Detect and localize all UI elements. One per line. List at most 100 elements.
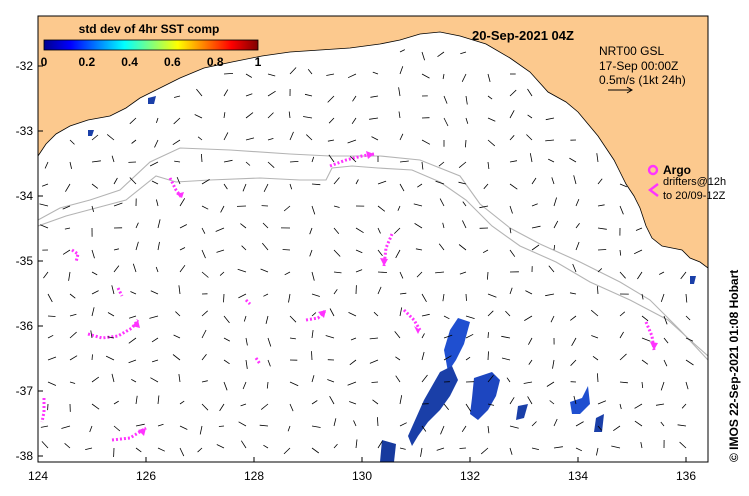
current-vector <box>597 204 605 207</box>
colorbar-tick-label: 0 <box>41 55 48 69</box>
colorbar-tick-label: 1 <box>255 55 262 69</box>
current-vector <box>220 205 225 213</box>
current-vector <box>150 290 159 295</box>
current-vector <box>328 154 335 163</box>
current-vector <box>61 425 71 429</box>
current-vector <box>660 381 665 391</box>
current-vector <box>105 355 115 361</box>
current-vector <box>637 271 643 280</box>
current-vector <box>377 205 386 212</box>
current-vector <box>575 421 584 427</box>
current-vector <box>91 403 100 410</box>
current-vector <box>40 224 49 229</box>
current-vector <box>438 161 445 167</box>
current-vector <box>619 403 622 410</box>
current-vector <box>223 159 233 163</box>
argo-legend: Argo drifters@12h to 20/09-12Z <box>647 163 726 202</box>
current-vector <box>106 134 115 141</box>
current-vector <box>528 337 533 345</box>
current-vector <box>223 183 228 190</box>
current-vector <box>69 355 78 361</box>
current-vector <box>259 424 269 427</box>
current-vector <box>91 160 101 163</box>
current-vector <box>369 117 379 120</box>
current-vector <box>442 73 445 80</box>
current-vector <box>282 249 291 251</box>
current-vector <box>442 222 445 229</box>
current-vector <box>267 359 271 367</box>
current-vector <box>69 313 77 317</box>
current-vector <box>179 264 186 273</box>
current-vector <box>263 293 269 297</box>
current-vector <box>526 134 533 141</box>
current-vector <box>459 271 467 275</box>
current-vector <box>91 307 95 317</box>
current-vector <box>619 249 622 256</box>
current-vector <box>660 293 665 303</box>
current-vector <box>245 137 255 141</box>
current-vector <box>399 447 406 450</box>
current-vector <box>135 447 142 453</box>
current-vector <box>219 403 225 412</box>
current-vector <box>311 271 315 281</box>
current-vector <box>243 315 247 322</box>
current-vector <box>527 88 533 97</box>
current-vector <box>421 374 428 383</box>
current-vector <box>421 351 425 361</box>
current-vector <box>40 425 49 428</box>
argo-label: Argo <box>663 163 691 177</box>
current-vector <box>47 356 57 361</box>
current-vector <box>128 359 137 364</box>
current-vector <box>267 112 274 119</box>
current-vector <box>329 396 335 405</box>
magenta-circle-icon <box>647 164 659 176</box>
current-vector <box>157 395 160 405</box>
current-vector <box>369 337 379 340</box>
current-vector <box>443 117 449 127</box>
vector-scale-label: 0.5m/s (1kt 24h) <box>599 73 686 87</box>
current-vector <box>462 220 467 229</box>
current-vector <box>509 227 512 234</box>
current-vector <box>523 381 533 384</box>
current-vector <box>399 292 407 295</box>
current-vector <box>39 203 49 207</box>
current-vector <box>465 333 474 339</box>
current-vector <box>65 183 71 192</box>
current-vector <box>421 161 424 170</box>
current-vector <box>111 373 115 383</box>
current-vector <box>64 442 71 449</box>
x-tick-label: 136 <box>676 469 696 483</box>
current-vector <box>575 198 580 207</box>
current-vector <box>501 357 511 361</box>
colorbar: std dev of 4hr SST comp 0 0.2 0.4 0.6 0.8 1 <box>41 22 262 69</box>
current-vector <box>242 381 247 390</box>
current-vector <box>531 447 539 450</box>
current-vector <box>111 285 115 295</box>
current-vector <box>569 292 577 295</box>
colorbar-tick-label: 0.8 <box>207 55 224 69</box>
current-vector <box>240 403 247 407</box>
current-vector <box>421 293 427 302</box>
current-vector <box>596 153 599 163</box>
current-vector <box>487 95 493 100</box>
current-vector <box>509 89 517 97</box>
current-vector <box>458 244 467 251</box>
current-vector <box>85 447 93 450</box>
current-vector <box>416 271 423 278</box>
map-title: 20-Sep-2021 04Z <box>472 28 574 43</box>
current-vector <box>395 375 401 383</box>
current-vector <box>150 377 159 383</box>
current-vector <box>245 161 251 166</box>
current-vector <box>655 403 665 406</box>
current-vector <box>353 420 357 427</box>
current-vector <box>151 180 159 185</box>
current-vector <box>283 447 291 455</box>
current-vector <box>377 249 383 257</box>
current-vector <box>487 139 496 147</box>
current-vector <box>311 183 321 186</box>
current-vector <box>303 116 313 119</box>
current-vector <box>487 161 490 170</box>
current-vector <box>41 441 49 449</box>
current-vector <box>130 291 137 295</box>
current-vector <box>333 227 340 235</box>
